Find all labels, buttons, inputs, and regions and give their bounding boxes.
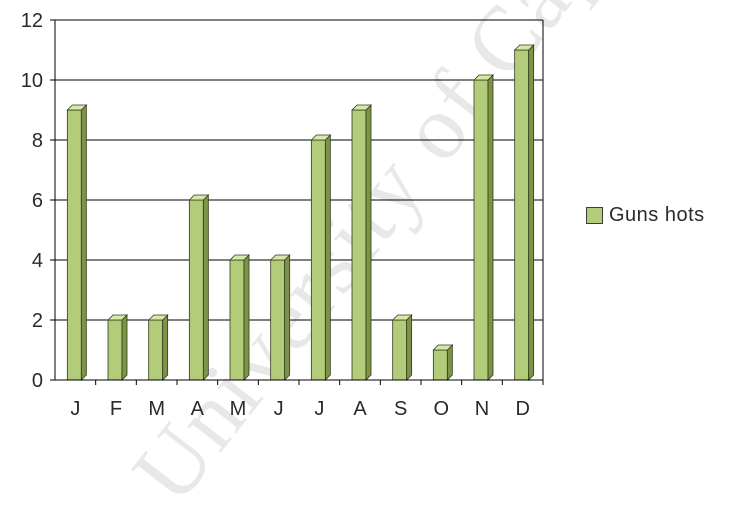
bar [229, 254, 250, 381]
bar-top [513, 44, 535, 51]
bar-chart: 0 2 4 6 8 10 12 J F M A M J J A S O N D [21, 10, 544, 420]
bar [147, 314, 169, 381]
x-tick-label: A [191, 398, 205, 420]
gridlines [50, 19, 543, 381]
bar-side [487, 74, 494, 381]
bar-front [392, 319, 408, 381]
y-tick-label: 0 [32, 370, 43, 392]
x-tick-label: D [515, 398, 529, 420]
bar-front [351, 109, 367, 381]
bar [391, 314, 413, 381]
x-tick-label: O [434, 398, 450, 420]
bar-top [188, 194, 210, 201]
legend-label: Guns hots [609, 204, 705, 226]
bar-front [310, 139, 326, 381]
bar-top [269, 254, 291, 261]
y-tick-label: 2 [32, 310, 43, 332]
bar-top [351, 104, 372, 111]
bar-side [324, 134, 331, 381]
bar-side [406, 314, 413, 381]
bar-side [202, 194, 209, 381]
bars [66, 44, 535, 381]
bar-side [162, 314, 169, 381]
bar-side [284, 254, 291, 381]
bar-top [66, 104, 88, 111]
x-tick-label: M [230, 398, 247, 420]
bar-front [473, 79, 489, 381]
bar-top [107, 314, 128, 321]
legend: Guns hots [586, 204, 705, 227]
bar-front [432, 349, 448, 381]
x-tick-label: M [148, 398, 165, 420]
bar [269, 254, 291, 381]
bar-front [107, 319, 123, 381]
x-tick-label: J [274, 398, 284, 420]
bar-side [80, 104, 87, 381]
y-tick-label: 6 [32, 190, 43, 212]
bar-front [270, 259, 286, 381]
y-axis-ticks: 0 2 4 6 8 10 12 [21, 10, 43, 392]
bar [66, 104, 88, 381]
bar-front [66, 109, 82, 381]
bar-side [365, 104, 372, 381]
bar-top [473, 74, 494, 81]
bar [432, 344, 454, 381]
y-tick-label: 4 [32, 250, 43, 272]
y-tick-label: 10 [21, 70, 43, 92]
bar-top [229, 254, 250, 261]
bar [473, 74, 494, 381]
bar [351, 104, 372, 381]
bar [188, 194, 210, 381]
bar-side [121, 314, 128, 381]
bar-front [188, 199, 204, 381]
bar-top [310, 134, 332, 141]
bar [513, 44, 535, 381]
bar-side [446, 344, 453, 381]
bar-front [514, 49, 530, 381]
bar [310, 134, 332, 381]
bar-front [148, 319, 164, 381]
legend-swatch [586, 207, 603, 224]
y-tick-label: 8 [32, 130, 43, 152]
bar-side [528, 44, 535, 381]
y-tick-label: 12 [21, 10, 43, 32]
x-tick-label: J [70, 398, 80, 420]
x-tick-label: J [314, 398, 324, 420]
bar-top [432, 344, 454, 351]
bar-side [243, 254, 250, 381]
bar [107, 314, 128, 381]
x-tick-label: N [475, 398, 489, 420]
x-tick-label: A [353, 398, 367, 420]
bar-front [229, 259, 245, 381]
x-tick-label: F [110, 398, 122, 420]
x-tick-label: S [394, 398, 407, 420]
bar-top [391, 314, 413, 321]
bar-top [147, 314, 169, 321]
